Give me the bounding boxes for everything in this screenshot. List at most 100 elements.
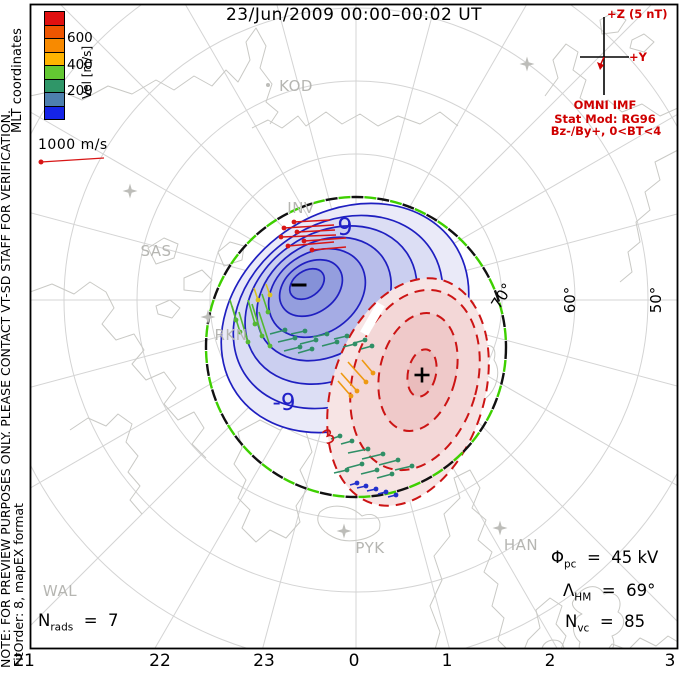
velocity-vector-dot: [369, 343, 375, 349]
velocity-vector-tail: [347, 361, 367, 383]
velocity-vector-dot: [344, 467, 350, 473]
velocity-vector-dot: [285, 243, 291, 249]
imf-dial: [580, 17, 629, 95]
mlt-axis-label: 3: [664, 651, 676, 671]
velocity-vector-tail: [303, 237, 347, 242]
radar-station-label: WAL: [42, 582, 78, 600]
potential-extrema-signs: [291, 283, 430, 383]
velocity-vector-dot: [259, 333, 265, 339]
velocity-vector-tail: [277, 337, 296, 343]
velocity-vector-dot: [324, 331, 330, 337]
velocity-vector-tail: [261, 293, 269, 313]
coastline-path: [429, 469, 508, 649]
imf-z-axis-label: +Z (5 nT): [607, 7, 668, 21]
colorbar-segment: [45, 52, 64, 66]
cross-polar-cap-potential: Φpc = 45 kV: [551, 548, 658, 570]
phi-value: = 45 kV: [576, 548, 659, 567]
velocity-vector-dot: [363, 379, 369, 385]
velocity-vector-tail: [337, 380, 352, 397]
velocity-vector-dot: [365, 446, 371, 452]
velocity-vector-dot: [349, 438, 355, 444]
latitude-label: 60°: [561, 286, 579, 314]
velocity-vector-tail: [321, 341, 338, 347]
radar-dot-icon: [266, 83, 270, 87]
velocity-vector-dot: [354, 480, 360, 486]
lambda-symbol: Λ: [563, 581, 575, 600]
velocity-vector-tail: [251, 303, 263, 337]
coastline-path: [571, 586, 625, 649]
velocity-vector-tail: [269, 329, 286, 335]
velocity-vector-dot: [237, 329, 243, 335]
radar-station-label: SAS: [140, 242, 172, 260]
radar-star-icon: [200, 309, 216, 325]
velocity-vector-dot: [282, 327, 288, 333]
velocity-vector-dot: [362, 337, 368, 343]
velocity-vector-dot: [337, 433, 343, 439]
colorbar-tick-label: 400: [67, 56, 93, 73]
velocity-vectors: [229, 219, 415, 498]
velocity-vector-dot: [309, 346, 315, 352]
coastline-path: [69, 413, 143, 515]
colorbar-segment: [45, 66, 64, 80]
imf-condition-label: Bz-/By+, 0<BT<4: [550, 124, 662, 138]
coastline-path: [147, 237, 245, 319]
velocity-vector-tail: [361, 359, 374, 374]
lambda-value: = 69°: [591, 581, 656, 600]
velocity-vector-dot: [344, 333, 350, 339]
imf-source-label: OMNI IMF: [573, 98, 637, 112]
velocity-vector-tail: [296, 229, 336, 233]
velocity-vector-dot: [267, 343, 273, 349]
boundary-black-dashes: [204, 195, 508, 499]
colorbar-segment: [45, 106, 64, 119]
radar-star-icon: [519, 56, 535, 72]
velocity-vector-dot: [245, 339, 251, 345]
velocity-vector-dot: [233, 317, 239, 323]
velocity-vector-tail: [361, 453, 384, 460]
velocity-vector-tail: [347, 448, 369, 454]
velocity-vector-dot: [255, 297, 261, 303]
velocity-vector-dot: [265, 309, 271, 315]
coordinates-note: MLT coordinates: [10, 28, 25, 133]
imf-model-label: Stat Mod: RG96: [554, 112, 656, 126]
velocity-vector-dot: [267, 292, 273, 298]
coastline-path: [317, 505, 381, 542]
velocity-vector-dot: [374, 467, 380, 473]
velocity-vector-dot: [354, 388, 360, 394]
nvc-symbol: N: [565, 612, 578, 631]
velocity-vector-tail: [297, 348, 313, 354]
radar-count: Nrads = 7: [38, 611, 119, 633]
velocity-vector-dot: [291, 219, 297, 225]
mlt-axis-label: 2: [544, 651, 556, 671]
velocity-vector-tail: [258, 311, 271, 347]
velocity-vector-dot: [393, 492, 399, 498]
velocity-vector-tail: [360, 469, 378, 475]
colorbar-segment: [45, 93, 64, 107]
imf-y-axis-label: +Y: [629, 50, 647, 64]
mlt-axis-label: 0: [348, 651, 360, 671]
mlt-axis-label: 23: [253, 651, 275, 671]
phi-subscript: pc: [564, 558, 577, 571]
vector-count: Nvc = 85: [565, 612, 645, 634]
coastline-path: [251, 111, 459, 129]
hm-boundary-latitude: ΛHM = 69°: [563, 581, 655, 603]
velocity-vector-tail: [378, 459, 399, 466]
velocity-vector-tail: [346, 463, 363, 469]
colorbar-tick-label: 200: [67, 83, 93, 100]
velocity-vector-dot: [409, 463, 415, 469]
reference-vector: [38, 157, 105, 165]
radar-star-icon: [492, 520, 508, 536]
contour-value-label: -9: [272, 390, 296, 416]
mlt-axis-label: 1: [441, 651, 453, 671]
nrads-value: = 7: [73, 611, 119, 630]
velocity-vector-tail: [394, 465, 413, 471]
velocity-vector-dot: [383, 489, 389, 495]
reference-vector-label: 1000 m/s: [38, 137, 108, 153]
nvc-subscript: vc: [577, 622, 590, 635]
contour-value-label: 9: [337, 213, 353, 241]
coastline-path: [607, 635, 678, 649]
velocity-vector-dot: [292, 335, 298, 341]
radar-station-label: INV: [287, 199, 315, 217]
coastline-path: [30, 281, 207, 459]
coastline-path: [523, 597, 567, 649]
